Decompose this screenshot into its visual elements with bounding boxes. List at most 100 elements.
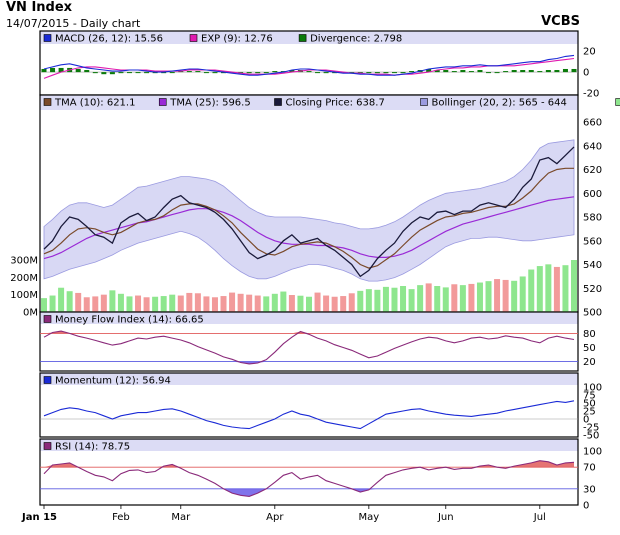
rsi-line	[43, 460, 575, 497]
divergence-bar	[50, 67, 56, 73]
momentum-line	[43, 400, 575, 430]
volume-bar	[536, 266, 543, 312]
volume-bar	[476, 282, 483, 312]
mfi-tick-label: 80	[583, 329, 596, 340]
volume-bar	[100, 294, 107, 312]
divergence-bar	[486, 72, 492, 74]
divergence-bar	[323, 72, 329, 74]
momentum-frame	[39, 372, 579, 438]
rsi-frame	[39, 438, 579, 506]
price-legend-label: TMA (25): 596.5	[169, 98, 250, 109]
price-tick-label: 600	[583, 189, 602, 200]
rsi-legend-label: RSI (14): 78.75	[55, 442, 130, 453]
divergence-bar	[503, 71, 509, 73]
price-legend-label: TMA (10): 621.1	[54, 98, 135, 109]
maroon-square-icon	[43, 315, 52, 323]
volume-bar	[254, 295, 261, 312]
divergence-bar	[443, 70, 449, 73]
divergence-bar	[126, 72, 132, 74]
volume-bar	[519, 276, 526, 312]
rsi-oversold-fill	[223, 488, 267, 497]
price-tick-label: 580	[583, 213, 602, 224]
divergence-bar	[58, 67, 64, 73]
divergence-bar	[537, 71, 543, 73]
macd-legend-label: Divergence: 2.798	[310, 34, 402, 45]
volume-bar	[169, 294, 176, 312]
divergence-bar	[212, 72, 218, 74]
divergence-bar	[92, 72, 98, 74]
rsi-tick-label: 100	[583, 447, 602, 458]
volume-bar	[160, 296, 167, 312]
volume-bar	[92, 296, 99, 312]
volume-bar	[314, 292, 321, 312]
momentum-tick-label: 50	[583, 399, 596, 410]
volume-tick-label: 200M	[10, 273, 38, 284]
volume-bar	[348, 293, 355, 312]
mfi-tick-label: 20	[583, 357, 596, 368]
volume-bar	[562, 265, 569, 312]
rsi-legend-bar	[40, 439, 578, 451]
volume-tick-label: 300M	[10, 256, 38, 267]
divergence-bar	[144, 72, 150, 74]
volume-bar	[553, 266, 560, 312]
divergence-bar	[84, 70, 90, 73]
chart-title: VN Index	[6, 0, 73, 15]
volume-bar	[571, 260, 577, 312]
volume-bar	[391, 287, 398, 312]
x-tick-label: Mar	[171, 512, 191, 523]
volume-bar	[135, 295, 142, 312]
divergence-bar	[169, 72, 175, 74]
volume-bar	[109, 290, 116, 312]
volume-bar	[511, 280, 518, 312]
divergence-bar	[357, 72, 363, 74]
volume-bar	[331, 296, 338, 312]
volume-bar	[220, 296, 227, 312]
divergence-bar	[400, 72, 406, 74]
divergence-bar	[426, 68, 432, 73]
divergence-bar	[75, 68, 81, 73]
green-square-icon	[298, 34, 307, 42]
divergence-bar	[545, 70, 551, 73]
divergence-bar	[118, 72, 124, 74]
volume-bar	[459, 285, 466, 312]
price-tick-label: 660	[583, 118, 602, 129]
purple-square-icon	[158, 98, 167, 106]
momentum-tick-label: -50	[583, 431, 599, 442]
divergence-bar	[238, 72, 244, 74]
divergence-bar	[289, 70, 295, 73]
volume-bar	[41, 298, 47, 312]
volume-bar	[485, 281, 492, 312]
mfi-tick-label: 50	[583, 343, 596, 354]
price-tick-label: 620	[583, 165, 602, 176]
volume-bar	[357, 290, 364, 312]
chart-panels: MACD (26, 12): 15.56 EXP (9): 12.76 Diverg…	[10, 30, 620, 512]
light-green-square-icon	[615, 98, 620, 106]
x-tick-label: Feb	[112, 512, 130, 523]
magenta-square-icon	[189, 34, 198, 42]
volume-bar	[502, 279, 509, 312]
volume-bar	[263, 296, 270, 312]
divergence-bar	[477, 70, 483, 73]
price-legend-label: Closing Price: 638.7	[286, 98, 385, 109]
divergence-bar	[391, 72, 397, 74]
price-tick-label: 640	[583, 141, 602, 152]
divergence-bar	[315, 72, 321, 74]
momentum-tick-label: -25	[583, 423, 599, 434]
momentum-legend-label: Momentum (12): 56.94	[55, 376, 171, 387]
macd-panel: MACD (26, 12): 15.56 EXP (9): 12.76 Diverg…	[39, 30, 599, 100]
divergence-bar	[203, 72, 209, 74]
x-axis: Jan 15 Feb Mar Apr May Jun Jul	[21, 505, 546, 523]
x-tick-label: Jan 15	[21, 512, 57, 523]
volume-tick-label: 100M	[10, 290, 38, 301]
tma25-line	[43, 196, 575, 260]
volume-bar	[194, 293, 201, 312]
divergence-bar	[306, 71, 312, 73]
divergence-bar	[195, 71, 201, 73]
chart-subtitle: 14/07/2015 - Daily chart	[6, 17, 141, 30]
divergence-bar	[272, 71, 278, 73]
volume-bar	[83, 297, 90, 312]
divergence-bar	[374, 72, 380, 74]
price-tick-label: 520	[583, 284, 602, 295]
volume-bar	[306, 296, 312, 312]
divergence-bar	[434, 70, 440, 73]
